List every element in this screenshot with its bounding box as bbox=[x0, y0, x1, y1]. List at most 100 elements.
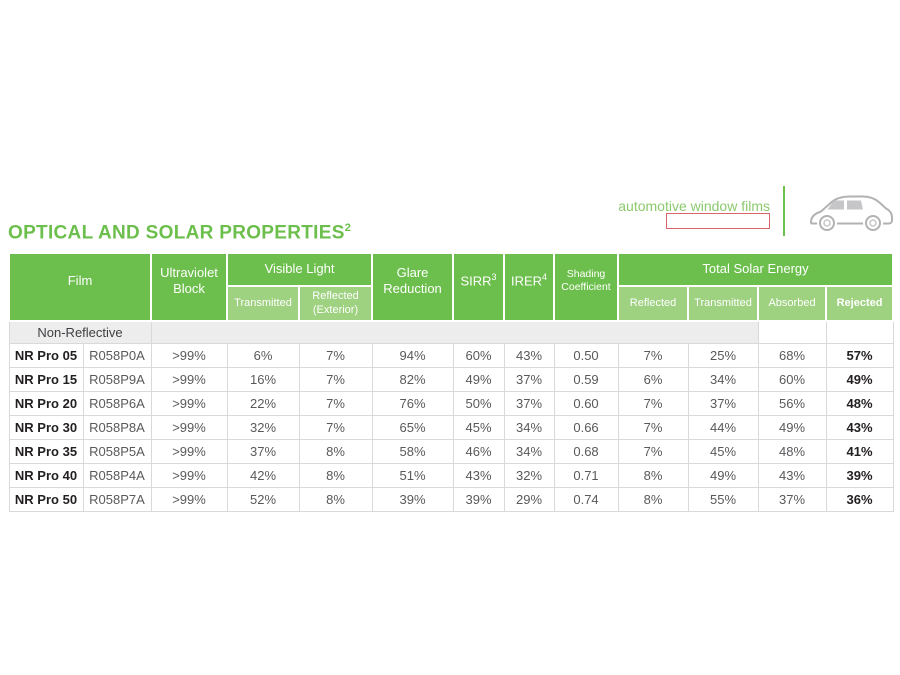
shading-coefficient-cell: 0.68 bbox=[553, 439, 619, 464]
film-name-cell: NR Pro 35 bbox=[8, 439, 84, 464]
table-row: NR Pro 50 R058P7A >99% 52% 8% 39% 39% 29% 0.74 8%… bbox=[8, 487, 894, 512]
uv-block-cell: >99% bbox=[150, 367, 228, 392]
irer-label: IRER bbox=[510, 273, 543, 289]
section-fill bbox=[150, 320, 759, 344]
col-header-irer: IRER4 bbox=[503, 252, 556, 322]
col-subheader-tse-rejected: Rejected bbox=[825, 285, 895, 322]
glare-reduction-cell: 76% bbox=[371, 391, 454, 416]
tse-transmitted-cell: 55% bbox=[687, 487, 759, 512]
col-subheader-vl-transmitted: Transmitted bbox=[226, 285, 301, 322]
sirr-footnote-marker: 3 bbox=[491, 272, 497, 283]
glare-reduction-cell: 65% bbox=[371, 415, 454, 440]
col-header-shading-coefficient: Shading Coefficient bbox=[553, 252, 620, 322]
vl-reflected-exterior-cell: 8% bbox=[298, 439, 373, 464]
col-subheader-vl-reflected-exterior: Reflected (Exterior) bbox=[298, 285, 374, 322]
film-name-cell: NR Pro 15 bbox=[8, 367, 84, 392]
page-title: OPTICAL AND SOLAR PROPERTIES2 bbox=[8, 222, 351, 244]
tse-absorbed-cell: 49% bbox=[757, 415, 827, 440]
shading-coefficient-cell: 0.66 bbox=[553, 415, 619, 440]
tse-reflected-cell: 8% bbox=[617, 463, 689, 488]
sirr-cell: 39% bbox=[452, 487, 505, 512]
sirr-cell: 49% bbox=[452, 367, 505, 392]
uv-block-cell: >99% bbox=[150, 343, 228, 368]
tse-rejected-cell: 41% bbox=[825, 439, 894, 464]
vl-reflected-exterior-cell: 7% bbox=[298, 367, 373, 392]
film-code-cell: R058P4A bbox=[82, 463, 152, 488]
film-code-cell: R058P9A bbox=[82, 367, 152, 392]
tse-absorbed-cell: 60% bbox=[757, 367, 827, 392]
col-header-visible-light: Visible Light bbox=[226, 252, 374, 287]
tse-absorbed-cell: 48% bbox=[757, 439, 827, 464]
film-code-cell: R058P5A bbox=[82, 439, 152, 464]
tse-rejected-cell: 43% bbox=[825, 415, 894, 440]
uv-block-cell: >99% bbox=[150, 463, 228, 488]
irer-cell: 29% bbox=[503, 487, 555, 512]
table-row: NR Pro 20 R058P6A >99% 22% 7% 76% 50% 37% 0.60 7%… bbox=[8, 391, 894, 416]
film-code-cell: R058P6A bbox=[82, 391, 152, 416]
col-header-ultraviolet-block: Ultraviolet Block bbox=[150, 252, 229, 322]
film-name-cell: NR Pro 05 bbox=[8, 343, 84, 368]
col-subheader-tse-reflected: Reflected bbox=[617, 285, 690, 322]
sirr-label: SIRR bbox=[460, 273, 492, 289]
vl-reflected-exterior-cell: 7% bbox=[298, 343, 373, 368]
brand-tagline: automotive window films bbox=[618, 198, 770, 214]
vl-transmitted-cell: 42% bbox=[226, 463, 300, 488]
table-row: NR Pro 40 R058P4A >99% 42% 8% 51% 43% 32% 0.71 8%… bbox=[8, 463, 894, 488]
film-code-cell: R058P0A bbox=[82, 343, 152, 368]
tse-rejected-cell: 57% bbox=[825, 343, 894, 368]
shading-coefficient-cell: 0.59 bbox=[553, 367, 619, 392]
tse-transmitted-cell: 34% bbox=[687, 367, 759, 392]
film-name-cell: NR Pro 40 bbox=[8, 463, 84, 488]
uv-block-cell: >99% bbox=[150, 487, 228, 512]
irer-cell: 34% bbox=[503, 415, 555, 440]
glare-reduction-cell: 94% bbox=[371, 343, 454, 368]
vl-reflected-exterior-cell: 8% bbox=[298, 487, 373, 512]
table-row: NR Pro 15 R058P9A >99% 16% 7% 82% 49% 37% 0.59 6%… bbox=[8, 367, 894, 392]
sirr-cell: 43% bbox=[452, 463, 505, 488]
vl-transmitted-cell: 6% bbox=[226, 343, 300, 368]
tse-reflected-cell: 7% bbox=[617, 343, 689, 368]
brand-divider bbox=[783, 186, 785, 236]
tse-absorbed-cell: 68% bbox=[757, 343, 827, 368]
uv-block-cell: >99% bbox=[150, 439, 228, 464]
sirr-cell: 60% bbox=[452, 343, 505, 368]
irer-cell: 37% bbox=[503, 391, 555, 416]
tse-rejected-cell: 36% bbox=[825, 487, 894, 512]
irer-cell: 32% bbox=[503, 463, 555, 488]
film-code-cell: R058P7A bbox=[82, 487, 152, 512]
col-header-glare-reduction: Glare Reduction bbox=[371, 252, 455, 322]
irer-cell: 37% bbox=[503, 367, 555, 392]
section-label: Non-Reflective bbox=[8, 320, 152, 344]
glare-reduction-cell: 51% bbox=[371, 463, 454, 488]
vl-transmitted-cell: 22% bbox=[226, 391, 300, 416]
tse-transmitted-cell: 49% bbox=[687, 463, 759, 488]
tse-rejected-cell: 49% bbox=[825, 367, 894, 392]
tse-reflected-cell: 7% bbox=[617, 439, 689, 464]
car-icon bbox=[810, 195, 893, 233]
tse-transmitted-cell: 44% bbox=[687, 415, 759, 440]
tse-transmitted-cell: 45% bbox=[687, 439, 759, 464]
uv-block-cell: >99% bbox=[150, 391, 228, 416]
tse-transmitted-cell: 25% bbox=[687, 343, 759, 368]
tse-absorbed-cell: 43% bbox=[757, 463, 827, 488]
table-row: NR Pro 30 R058P8A >99% 32% 7% 65% 45% 34% 0.66 7%… bbox=[8, 415, 894, 440]
tse-absorbed-cell: 56% bbox=[757, 391, 827, 416]
table-body: Non-Reflective NR Pro 05 R058P0A >99% 6% 7% 9… bbox=[8, 320, 894, 512]
tse-rejected-cell: 39% bbox=[825, 463, 894, 488]
col-subheader-tse-absorbed: Absorbed bbox=[757, 285, 828, 322]
shading-coefficient-cell: 0.74 bbox=[553, 487, 619, 512]
glare-reduction-cell: 39% bbox=[371, 487, 454, 512]
col-header-total-solar-energy: Total Solar Energy bbox=[617, 252, 895, 287]
uv-block-cell: >99% bbox=[150, 415, 228, 440]
tse-reflected-cell: 7% bbox=[617, 391, 689, 416]
film-code-cell: R058P8A bbox=[82, 415, 152, 440]
film-name-cell: NR Pro 20 bbox=[8, 391, 84, 416]
tse-reflected-cell: 7% bbox=[617, 415, 689, 440]
page-title-text: OPTICAL AND SOLAR PROPERTIES bbox=[8, 222, 345, 244]
header-group-row: Film Ultraviolet Block Visible Light Gla… bbox=[7, 252, 895, 322]
section-blank-absorbed bbox=[757, 320, 827, 344]
redacted-box bbox=[666, 213, 770, 229]
film-name-cell: NR Pro 30 bbox=[8, 415, 84, 440]
tse-reflected-cell: 6% bbox=[617, 367, 689, 392]
irer-cell: 34% bbox=[503, 439, 555, 464]
